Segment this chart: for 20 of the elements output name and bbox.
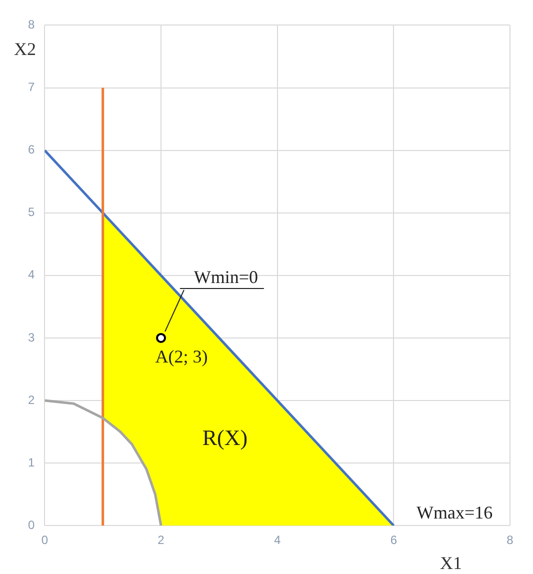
x-tick-label: 4	[274, 533, 281, 548]
y-tick-label: 5	[28, 205, 35, 220]
annotation: Wmin=0	[180, 267, 264, 290]
annotation: A(2; 3)	[155, 346, 208, 368]
y-tick-label: 6	[28, 142, 35, 157]
y-tick-label: 1	[28, 455, 35, 470]
y-tick-label: 8	[28, 18, 35, 32]
annotation: R(X)	[202, 425, 248, 452]
x-tick-label: 0	[41, 533, 48, 548]
x-axis-title: X1	[440, 552, 462, 574]
x-tick-label: 6	[390, 533, 398, 548]
y-tick-label: 3	[28, 330, 35, 344]
y-tick-label: 7	[28, 80, 35, 94]
annotation: Wmax=16	[416, 502, 493, 524]
y-axis-title: X2	[14, 39, 36, 60]
y-tick-label: 0	[28, 518, 35, 532]
x-tick-label: 8	[506, 533, 514, 548]
y-tick-label: 4	[28, 268, 35, 282]
y-tick-label: 2	[28, 392, 35, 407]
x-tick-label: 2	[158, 533, 165, 548]
